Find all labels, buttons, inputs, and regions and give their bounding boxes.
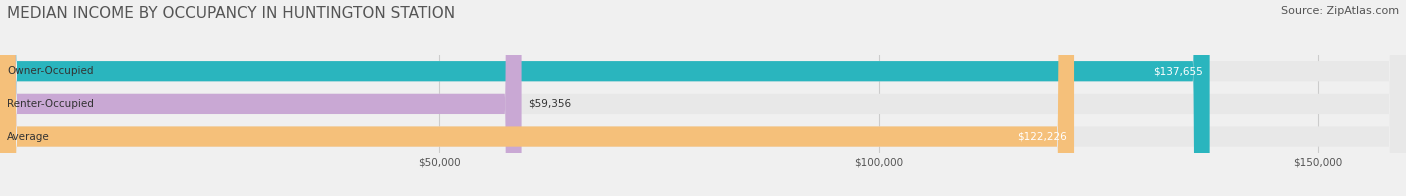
Text: Renter-Occupied: Renter-Occupied [7,99,94,109]
FancyBboxPatch shape [0,0,1209,196]
Text: MEDIAN INCOME BY OCCUPANCY IN HUNTINGTON STATION: MEDIAN INCOME BY OCCUPANCY IN HUNTINGTON… [7,6,456,21]
Text: Source: ZipAtlas.com: Source: ZipAtlas.com [1281,6,1399,16]
FancyBboxPatch shape [0,0,1074,196]
FancyBboxPatch shape [0,0,522,196]
Text: $137,655: $137,655 [1153,66,1202,76]
Text: $122,226: $122,226 [1018,132,1067,142]
Text: Average: Average [7,132,49,142]
Text: Owner-Occupied: Owner-Occupied [7,66,94,76]
Text: $59,356: $59,356 [529,99,572,109]
